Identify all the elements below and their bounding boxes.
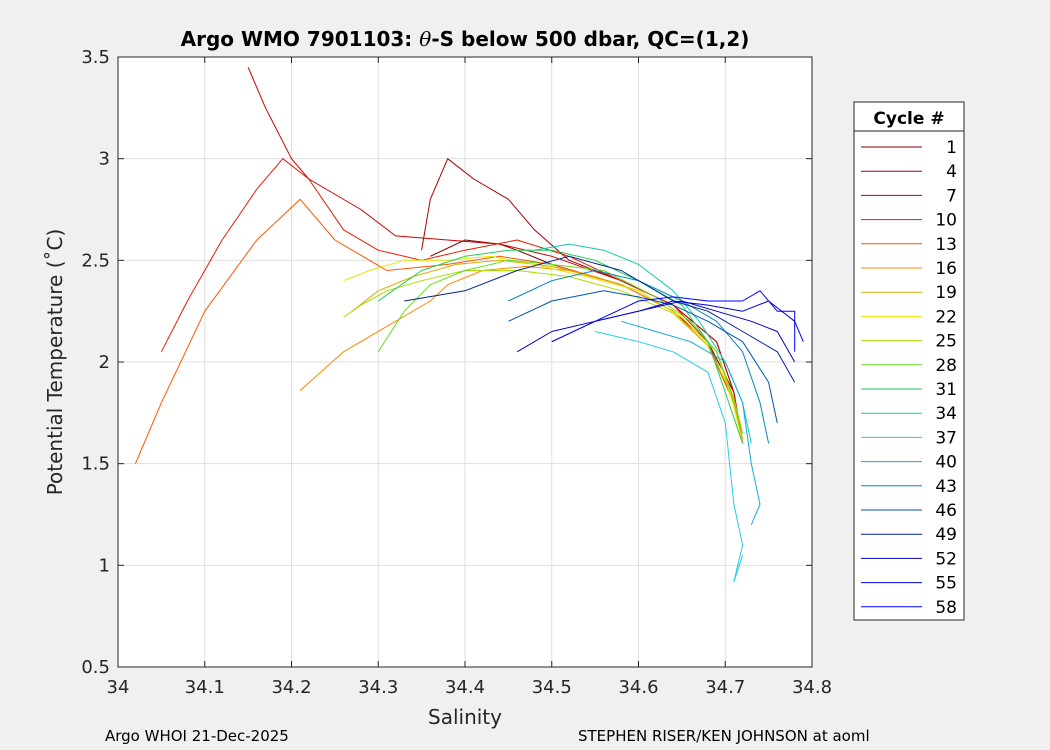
legend-label-cycle-25: 25 <box>935 332 957 352</box>
chart-title-prefix: Argo WMO 7901103: <box>181 27 420 51</box>
footer-left: Argo WHOI 21-Dec-2025 <box>105 727 289 745</box>
legend-label-cycle-13: 13 <box>935 235 957 255</box>
legend-label-cycle-22: 22 <box>935 307 957 327</box>
x-tick-label: 34.1 <box>185 677 225 698</box>
series-layer <box>134 67 804 583</box>
series-line-cycle-40 <box>621 320 761 525</box>
legend-label-cycle-16: 16 <box>935 259 957 279</box>
x-tick-label: 34 <box>107 677 130 698</box>
legend-label-cycle-40: 40 <box>935 453 957 473</box>
y-tick-label: 3 <box>99 149 110 170</box>
x-tick-label: 34.7 <box>705 677 745 698</box>
legend-label-cycle-10: 10 <box>935 211 957 231</box>
legend-label-cycle-46: 46 <box>935 501 957 521</box>
legend-label-cycle-4: 4 <box>946 162 957 182</box>
x-tick-label: 34.2 <box>271 677 311 698</box>
legend-label-cycle-55: 55 <box>935 574 957 594</box>
legend: Cycle # 1 4 7 10 13 16 19 22 25 28 31 34 37 40 43 46 49 5… <box>853 101 965 621</box>
series-line-cycle-28 <box>377 259 744 434</box>
chart-title-suffix: -S below 500 dbar, QC=(1,2) <box>431 27 749 51</box>
x-tick-label: 34.8 <box>792 677 832 698</box>
y-tick-label: 0.5 <box>81 657 110 678</box>
legend-label-cycle-43: 43 <box>935 477 957 497</box>
series-line-cycle-7 <box>247 67 744 444</box>
series-line-cycle-31 <box>377 249 744 444</box>
legend-label-cycle-19: 19 <box>935 283 957 303</box>
legend-label-cycle-31: 31 <box>935 380 957 400</box>
x-tick-label: 34.6 <box>618 677 658 698</box>
legend-entries: 1 4 7 10 13 16 19 22 25 28 31 34 37 40 43 46 49 52 55 58 <box>861 138 957 618</box>
series-line-cycle-55 <box>551 300 804 343</box>
legend-label-cycle-58: 58 <box>935 598 957 618</box>
x-tick-label: 34.3 <box>358 677 398 698</box>
y-tick-label: 2 <box>99 352 110 373</box>
legend-label-cycle-52: 52 <box>935 549 957 569</box>
x-tick-label: 34.5 <box>532 677 572 698</box>
legend-label-cycle-7: 7 <box>946 186 957 206</box>
legend-box <box>853 101 965 621</box>
y-tick-label: 1 <box>99 555 110 576</box>
series-line-cycle-49 <box>404 255 796 383</box>
chart-title-theta: θ <box>419 27 431 51</box>
series-line-cycle-46 <box>508 290 778 424</box>
footer-right: STEPHEN RISER/KEN JOHNSON at aoml <box>578 727 870 745</box>
legend-label-cycle-28: 28 <box>935 356 957 376</box>
legend-label-cycle-1: 1 <box>946 138 957 158</box>
y-tick-label: 1.5 <box>81 454 110 475</box>
y-axis-label: Potential Temperature (˚C) <box>43 229 67 496</box>
series-line-cycle-37 <box>594 331 744 583</box>
series-line-cycle-58 <box>551 290 796 352</box>
x-tick-label: 34.4 <box>445 677 485 698</box>
ticks: 34 34.1 34.2 34.3 34.4 34.5 34.6 34.7 34.8 0.5 1 1.… <box>81 47 832 698</box>
legend-label-cycle-34: 34 <box>935 404 957 424</box>
legend-label-cycle-37: 37 <box>935 428 957 448</box>
legend-title: Cycle # <box>873 109 944 129</box>
series-line-cycle-52 <box>516 300 796 363</box>
y-tick-label: 2.5 <box>81 250 110 271</box>
legend-label-cycle-49: 49 <box>935 525 957 545</box>
y-tick-label: 3.5 <box>81 47 110 68</box>
x-axis-label: Salinity <box>428 705 502 729</box>
chart-title: Argo WMO 7901103: θ-S below 500 dbar, QC… <box>181 27 750 51</box>
